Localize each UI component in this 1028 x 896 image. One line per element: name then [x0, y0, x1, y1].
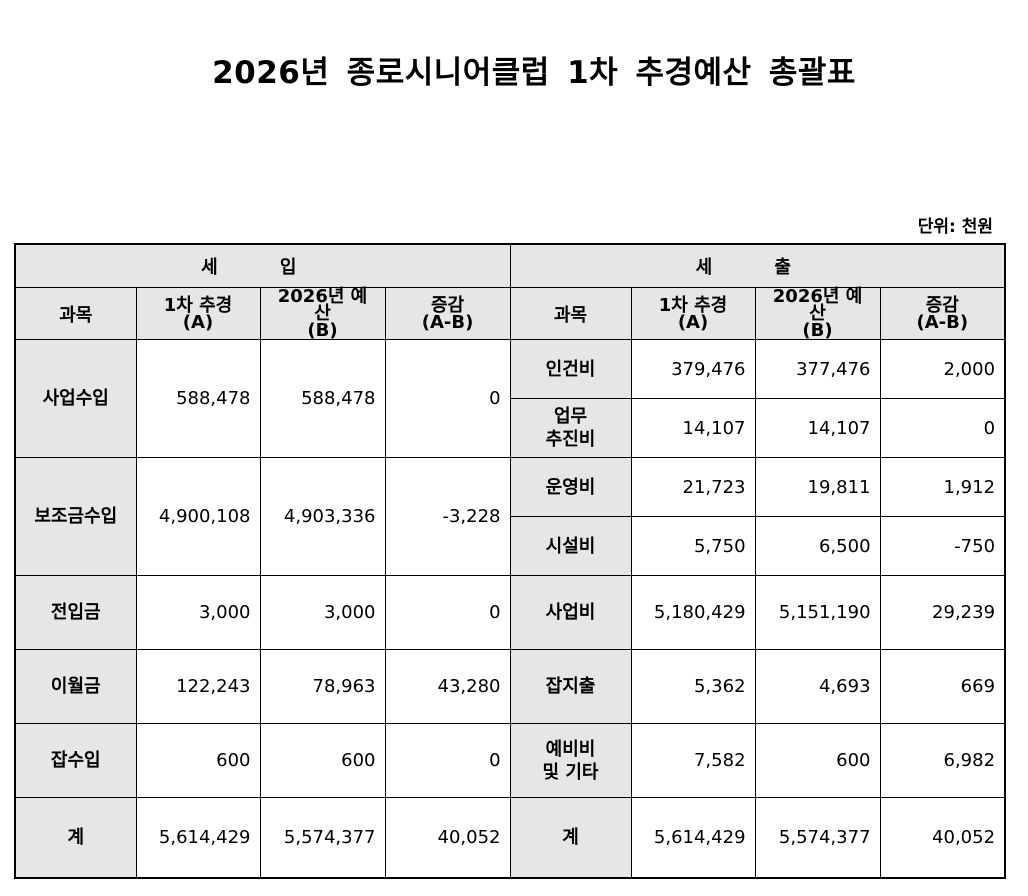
page-title: 2026년 종로시니어클럽 1차 추경예산 총괄표 — [212, 55, 856, 91]
expense-total-b: 5,574,377 — [754, 797, 881, 879]
income-section-header: 세 입 — [14, 243, 511, 288]
expense-diff-value: 0 — [879, 398, 1006, 458]
expense-diff-value: 29,239 — [879, 575, 1006, 650]
table-row: 보조금수입 4,900,108 4,903,336 -3,228 운영비 21,… — [14, 457, 1006, 576]
income-b-value: 600 — [259, 723, 386, 798]
table-row: 사업수입 588,478 588,478 0 인건비 379,476 377,4… — [14, 339, 1006, 458]
income-b-value: 78,963 — [259, 649, 386, 724]
income-b-value: 3,000 — [259, 575, 386, 650]
expense-total-a: 5,614,429 — [630, 797, 756, 879]
expense-total-diff: 40,052 — [879, 797, 1006, 879]
income-label: 잡수입 — [14, 723, 137, 798]
income-total-a: 5,614,429 — [135, 797, 261, 879]
expense-label: 운영비 — [509, 457, 632, 517]
income-diff-value: 0 — [384, 339, 511, 458]
expense-label: 시설비 — [509, 516, 632, 576]
expense-b-value: 6,500 — [754, 516, 881, 576]
income-total-diff: 40,052 — [384, 797, 511, 879]
budget-summary-table: 세 입 세 출 과목 1차 추경 (A) 2026년 예산 (B) 증감 (A-B) … — [14, 243, 1007, 879]
expense-item-header: 과목 — [509, 287, 632, 340]
expense-b-value: 19,811 — [754, 457, 881, 517]
column-header-row: 과목 1차 추경 (A) 2026년 예산 (B) 증감 (A-B) 과목 1차 추경… — [14, 287, 1006, 340]
expense-section-header: 세 출 — [509, 243, 1006, 288]
expense-diff-header: 증감 (A-B) — [879, 287, 1006, 340]
income-total-b: 5,574,377 — [259, 797, 386, 879]
income-b-value: 4,903,336 — [259, 457, 386, 576]
expense-a-value: 21,723 — [630, 457, 756, 517]
expense-a-value: 5,180,429 — [630, 575, 756, 650]
total-row: 계 5,614,429 5,574,377 40,052 계 5,614,429… — [14, 797, 1006, 879]
income-label: 사업수입 — [14, 339, 137, 458]
expense-b-header: 2026년 예산 (B) — [754, 287, 881, 340]
expense-total-label: 계 — [509, 797, 632, 879]
expense-a-value: 7,582 — [630, 723, 756, 798]
table-row: 전입금 3,000 3,000 0 사업비 5,180,429 5,151,19… — [14, 575, 1006, 650]
expense-a-header: 1차 추경 (A) — [630, 287, 756, 340]
income-a-value: 588,478 — [135, 339, 261, 458]
expense-a-value: 5,750 — [630, 516, 756, 576]
expense-a-value: 5,362 — [630, 649, 756, 724]
expense-label: 인건비 — [509, 339, 632, 399]
income-label: 보조금수입 — [14, 457, 137, 576]
income-b-value: 588,478 — [259, 339, 386, 458]
expense-b-value: 4,693 — [754, 649, 881, 724]
table-row: 업무 추진비 14,107 14,107 0 — [15, 398, 1006, 458]
expense-b-value: 5,151,190 — [754, 575, 881, 650]
expense-label: 예비비 및 기타 — [509, 723, 632, 798]
expense-b-value: 14,107 — [754, 398, 881, 458]
income-label: 전입금 — [14, 575, 137, 650]
expense-label: 사업비 — [509, 575, 632, 650]
section-header-row: 세 입 세 출 — [14, 243, 1006, 288]
expense-diff-value: 6,982 — [879, 723, 1006, 798]
income-a-value: 4,900,108 — [135, 457, 261, 576]
table-row: 잡수입 600 600 0 예비비 및 기타 7,582 600 6,982 — [14, 723, 1006, 798]
income-item-header: 과목 — [14, 287, 137, 340]
unit-note: 단위: 천원 — [917, 217, 993, 237]
income-diff-value: 0 — [384, 575, 511, 650]
table-row: 시설비 5,750 6,500 -750 — [15, 516, 1006, 576]
expense-label: 업무 추진비 — [509, 398, 632, 458]
expense-b-value: 377,476 — [754, 339, 881, 399]
expense-a-value: 379,476 — [630, 339, 756, 399]
income-a-value: 122,243 — [135, 649, 261, 724]
income-a-header: 1차 추경 (A) — [135, 287, 261, 340]
expense-b-value: 600 — [754, 723, 881, 798]
expense-diff-value: 2,000 — [879, 339, 1006, 399]
income-diff-value: 43,280 — [384, 649, 511, 724]
expense-diff-value: 669 — [879, 649, 1006, 724]
expense-a-value: 14,107 — [630, 398, 756, 458]
expense-diff-value: 1,912 — [879, 457, 1006, 517]
income-label: 이월금 — [14, 649, 137, 724]
expense-diff-value: -750 — [879, 516, 1006, 576]
expense-label: 잡지출 — [509, 649, 632, 724]
income-b-header: 2026년 예산 (B) — [259, 287, 386, 340]
income-a-value: 3,000 — [135, 575, 261, 650]
income-diff-value: 0 — [384, 723, 511, 798]
income-diff-value: -3,228 — [384, 457, 511, 576]
table-row: 이월금 122,243 78,963 43,280 잡지출 5,362 4,69… — [14, 649, 1006, 724]
income-total-label: 계 — [14, 797, 137, 879]
income-a-value: 600 — [135, 723, 261, 798]
income-diff-header: 증감 (A-B) — [384, 287, 511, 340]
